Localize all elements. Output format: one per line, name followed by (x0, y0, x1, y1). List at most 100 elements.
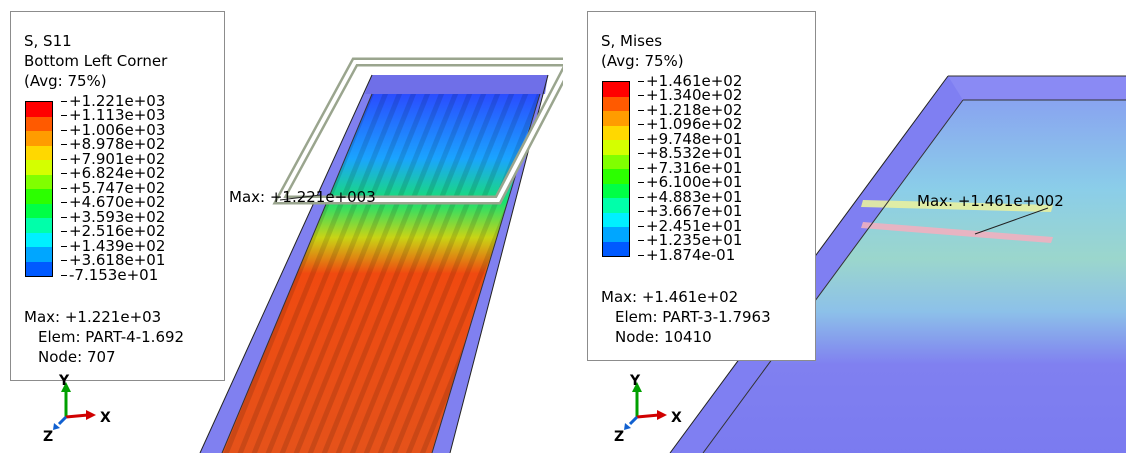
z-axis-arrow (53, 423, 60, 430)
color-bar-segment (26, 218, 52, 233)
legend-box: S, Mises (Avg: 75%) +1.461e+02 +1.340e+02… (587, 11, 816, 361)
x-axis-line (65, 413, 89, 419)
legend-variable: S, Mises (601, 32, 663, 50)
color-bar-segment (26, 174, 52, 189)
z-axis-arrow (624, 423, 631, 430)
legend-level-label: +1.235e+01 (637, 231, 743, 249)
color-bar-segment (603, 96, 629, 111)
legend-variable: S, S11 (24, 32, 72, 50)
legend-level-label: +5.747e+02 (60, 178, 166, 197)
color-bar-segment (603, 241, 629, 256)
axis-triad: Y X Z (614, 373, 682, 445)
legend-level-label: +1.096e+02 (637, 115, 743, 133)
max-leader (974, 207, 1049, 235)
legend-level-label: +2.451e+01 (637, 216, 743, 235)
color-bar-segment (26, 102, 52, 117)
legend-level-label: +1.439e+02 (60, 236, 166, 255)
color-bar-segment (603, 198, 629, 213)
viewport-left: Max: +1.221e+003 S, S11 Bottom Left Corn… (10, 11, 563, 453)
color-bar-segment (26, 247, 52, 262)
legend-node: Node: 707 (38, 348, 116, 366)
legend-box: S, S11 Bottom Left Corner (Avg: 75%) +1.… (10, 11, 225, 381)
color-bar (602, 81, 630, 257)
legend-level-label: +1.461e+02 (637, 71, 743, 90)
color-bar-segment (603, 212, 629, 227)
legend-level-label: +8.532e+01 (637, 144, 743, 162)
legend-level-label: +1.113e+03 (60, 106, 166, 124)
x-axis-arrow (657, 410, 667, 420)
stress-band (861, 200, 1053, 212)
legend-level-label: -7.153e+01 (60, 265, 159, 284)
tray-edge (702, 99, 964, 453)
model-left (199, 57, 563, 453)
legend-level-label: +7.316e+01 (637, 158, 743, 177)
color-bar-segment (603, 111, 629, 126)
legend-level-label: +3.593e+02 (60, 207, 166, 226)
z-axis-line (628, 415, 639, 426)
legend-level-label: +3.618e+01 (60, 251, 166, 269)
axis-triad: Y X Z (43, 373, 111, 445)
max-annotation: Max: +1.461e+002 (917, 192, 1064, 210)
color-bar-segment (26, 160, 52, 175)
color-bar-segment (603, 169, 629, 184)
legend-node: Node: 10410 (615, 328, 712, 346)
x-axis-line (636, 413, 660, 419)
legend-elem: Elem: PART-4-1.692 (38, 328, 185, 346)
clamp-frame-inner (276, 60, 563, 202)
color-bar-segment (603, 227, 629, 242)
legend-level-label: +6.100e+01 (637, 173, 743, 191)
legend-averaging: (Avg: 75%) (601, 52, 684, 70)
legend-max-value: Max: +1.461e+02 (601, 288, 739, 306)
color-bar-segment (26, 116, 52, 131)
legend-level-label: +1.006e+03 (60, 120, 166, 139)
legend-elem: Elem: PART-3-1.7963 (615, 308, 771, 326)
legend-level-label: +1.340e+02 (637, 86, 743, 104)
legend-level-label: +3.667e+01 (637, 202, 743, 220)
tray-edge (199, 74, 373, 453)
legend-level-label: +4.670e+02 (60, 193, 166, 211)
color-bar-segment (26, 131, 52, 146)
x-axis-arrow (86, 410, 96, 420)
legend-level-label: +6.824e+02 (60, 164, 166, 182)
max-leader (279, 194, 321, 201)
legend-level-label: +8.978e+02 (60, 135, 166, 153)
color-bar-segment (26, 189, 52, 204)
y-axis-arrow (61, 382, 71, 392)
color-bar-segment (603, 125, 629, 140)
color-bar-segment (26, 145, 52, 160)
viewport-right: Max: +1.461e+002 S, Mises (Avg: 75%) +1.… (563, 0, 1126, 453)
color-bar-segment (603, 183, 629, 198)
legend-level-label: +2.516e+02 (60, 222, 166, 240)
z-axis-label: Z (43, 429, 53, 445)
tray-edge (221, 93, 373, 453)
color-bar-segment (603, 140, 629, 155)
tray-wall (365, 75, 548, 94)
legend-level-label: +4.883e+01 (637, 187, 743, 206)
x-axis-label: X (671, 410, 682, 426)
y-axis-label: Y (58, 373, 70, 389)
legend-level-label: +7.901e+02 (60, 149, 166, 168)
legend-level-label: +9.748e+01 (637, 129, 743, 148)
legend-level-label: +1.874e-01 (637, 245, 736, 264)
z-axis-line (57, 415, 68, 426)
color-bar-segment (603, 82, 629, 97)
x-axis-label: X (100, 410, 111, 426)
legend-max-value: Max: +1.221e+03 (24, 308, 162, 326)
stress-band (861, 222, 1053, 243)
legend-averaging: (Avg: 75%) (24, 72, 107, 90)
color-bar (25, 101, 53, 277)
color-bar-segment (26, 261, 52, 276)
max-annotation: Max: +1.221e+003 (229, 188, 376, 206)
y-axis-label: Y (629, 373, 641, 389)
tray-wall (948, 76, 1126, 100)
stress-field (703, 100, 1126, 453)
y-axis-arrow (632, 382, 642, 392)
legend-level-label: +1.218e+02 (637, 100, 743, 119)
z-axis-label: Z (614, 429, 624, 445)
color-bar-segment (26, 203, 52, 218)
color-bar-segment (26, 232, 52, 247)
legend-location: Bottom Left Corner (24, 52, 168, 70)
color-bar-segment (603, 154, 629, 169)
legend-level-label: +1.221e+03 (60, 91, 166, 110)
stress-ribs (222, 94, 540, 453)
